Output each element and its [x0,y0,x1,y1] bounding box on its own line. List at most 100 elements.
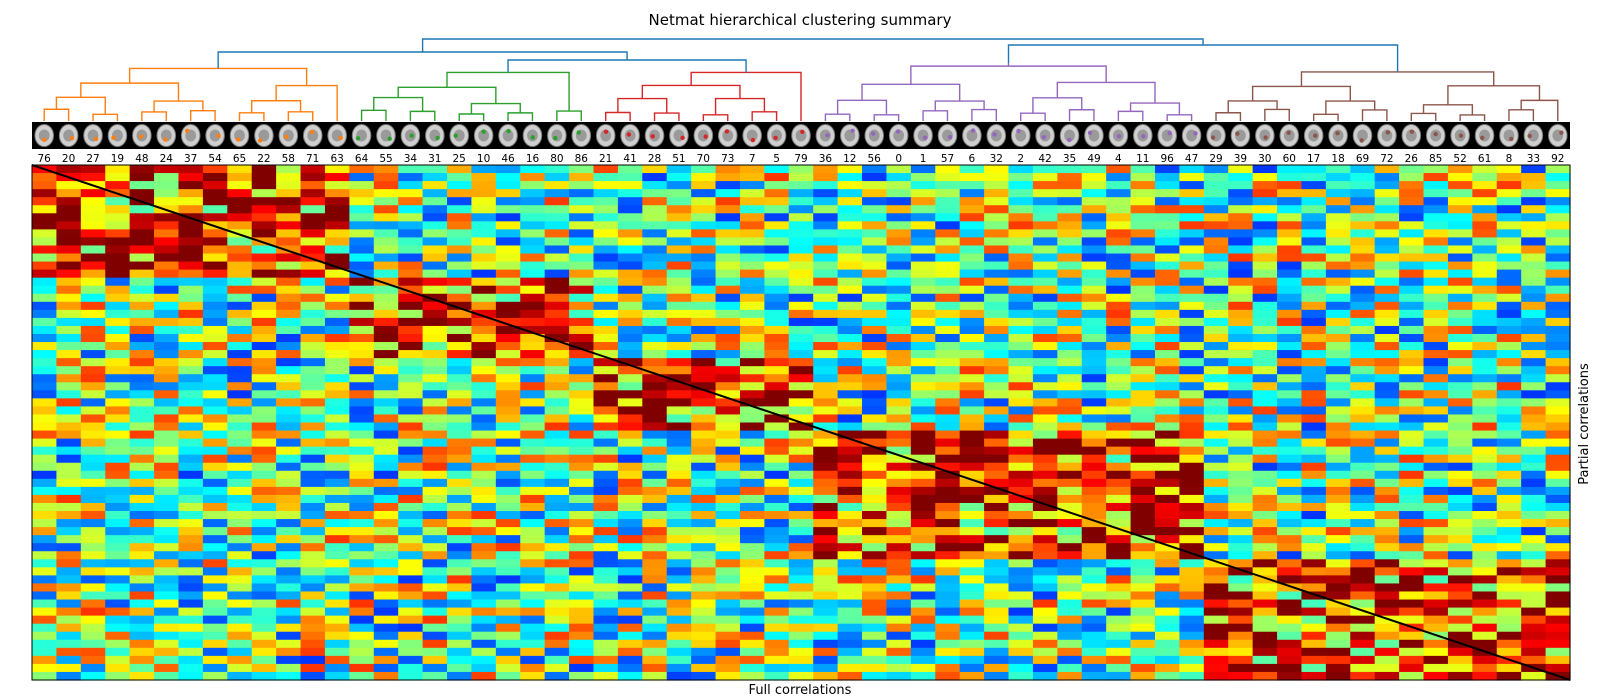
heatmap-cell [1496,639,1522,649]
heatmap-cell [227,221,253,230]
heatmap-cell [1521,181,1547,190]
heatmap-cell [324,502,350,512]
heatmap-cell [154,647,180,657]
heatmap-cell [1057,269,1083,279]
heatmap-cell [1447,486,1473,496]
heatmap-cell [1277,559,1303,568]
brain-thumbnail [107,124,128,147]
heatmap-cell [1472,213,1498,222]
heatmap-cell [910,511,936,520]
heatmap-cell [862,317,888,327]
heatmap-cell [764,301,790,311]
heatmap-cell [349,317,375,327]
heatmap-cell [300,519,326,528]
heatmap-cell [935,390,961,399]
heatmap-cell [715,551,741,560]
heatmap-cell [544,671,570,681]
heatmap-cell [617,189,643,198]
heatmap-cell [544,285,570,295]
heatmap-cell [1423,229,1449,239]
heatmap-cell [1496,229,1522,239]
heatmap-cell [1496,607,1522,617]
heatmap-cell [1106,342,1132,351]
heatmap-cell [1057,221,1083,230]
heatmap-cell [642,567,668,576]
heatmap-cell [1399,599,1425,609]
heatmap-cell [1154,342,1180,351]
heatmap-cell [1521,237,1547,247]
heatmap-cell [129,229,155,239]
heatmap-cell [80,374,106,383]
heatmap-cell [1008,406,1034,416]
heatmap-cell [691,366,717,375]
heatmap-cell [984,333,1010,343]
heatmap-cell [276,567,302,576]
heatmap-cell [324,350,350,359]
heatmap-cell [251,325,277,335]
heatmap-cell [471,221,497,230]
heatmap-cell [1374,293,1400,303]
heatmap-cell [447,374,473,383]
heatmap-cell [1081,502,1107,512]
heatmap-cell [300,543,326,552]
heatmap-cell [1301,438,1327,448]
heatmap-cell [1521,165,1547,174]
heatmap-cell [80,382,106,391]
heatmap-cell [691,519,717,528]
heatmap-cell [1301,374,1327,383]
heatmap-cell [422,406,448,416]
heatmap-cell [1447,229,1473,239]
heatmap-cell [886,342,912,351]
heatmap-cell [1106,527,1132,536]
heatmap-cell [276,486,302,496]
heatmap-cell [935,197,961,206]
heatmap-cell [227,261,253,271]
heatmap-cell [1325,406,1351,416]
heatmap-cell [569,430,595,440]
heatmap-cell [1032,173,1058,182]
heatmap-cell [1081,165,1107,174]
heatmap-cell [349,333,375,343]
heatmap-cell [422,293,448,303]
heatmap-cell [1032,277,1058,287]
heatmap-cell [178,293,204,303]
heatmap-cell [691,309,717,319]
heatmap-cell [300,398,326,408]
heatmap-cell [1423,342,1449,351]
heatmap-cell [617,285,643,295]
heatmap-cell [1447,189,1473,198]
brain-thumbnail [376,124,396,147]
heatmap-cell [105,221,131,230]
brain-thumbnail [229,124,250,147]
node-label: 46 [501,153,515,165]
heatmap-cell [1057,671,1083,681]
heatmap-cell [837,438,863,448]
heatmap-cell [1423,599,1449,609]
heatmap-cell [1081,478,1107,488]
heatmap-cell [1179,486,1205,496]
heatmap-cell [324,639,350,649]
heatmap-cell [105,631,131,641]
heatmap-cell [569,623,595,633]
heatmap-cell [398,543,424,552]
heatmap-cell [1399,591,1425,601]
heatmap-cell [520,269,546,279]
heatmap-cell [324,615,350,625]
heatmap-cell [642,591,668,601]
heatmap-cell [1521,591,1547,601]
heatmap-cell [569,502,595,512]
heatmap-cell [691,253,717,263]
heatmap-cell [642,374,668,383]
heatmap-cell [178,221,204,230]
heatmap-cell [129,454,155,464]
heatmap-cell [1399,543,1425,552]
heatmap-cell [1496,430,1522,440]
heatmap-cell [788,567,814,576]
heatmap-cell [105,269,131,279]
heatmap-cell [471,269,497,279]
heatmap-cell [642,422,668,432]
heatmap-cell [666,269,692,279]
heatmap-cell [910,607,936,617]
dendrogram-link [556,110,582,121]
heatmap-cell [1081,398,1107,408]
